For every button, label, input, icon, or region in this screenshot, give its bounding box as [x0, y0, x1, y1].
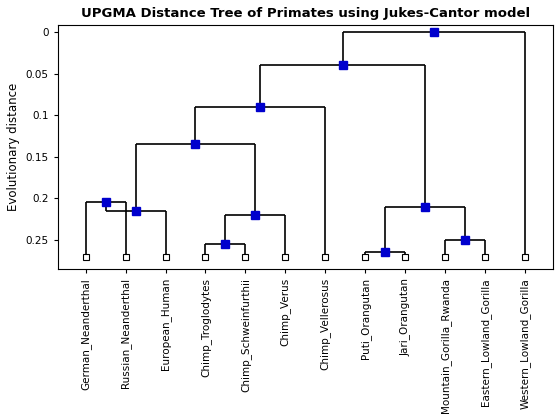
Title: UPGMA Distance Tree of Primates using Jukes-Cantor model: UPGMA Distance Tree of Primates using Ju…: [81, 7, 530, 20]
Y-axis label: Evolutionary distance: Evolutionary distance: [7, 83, 20, 211]
